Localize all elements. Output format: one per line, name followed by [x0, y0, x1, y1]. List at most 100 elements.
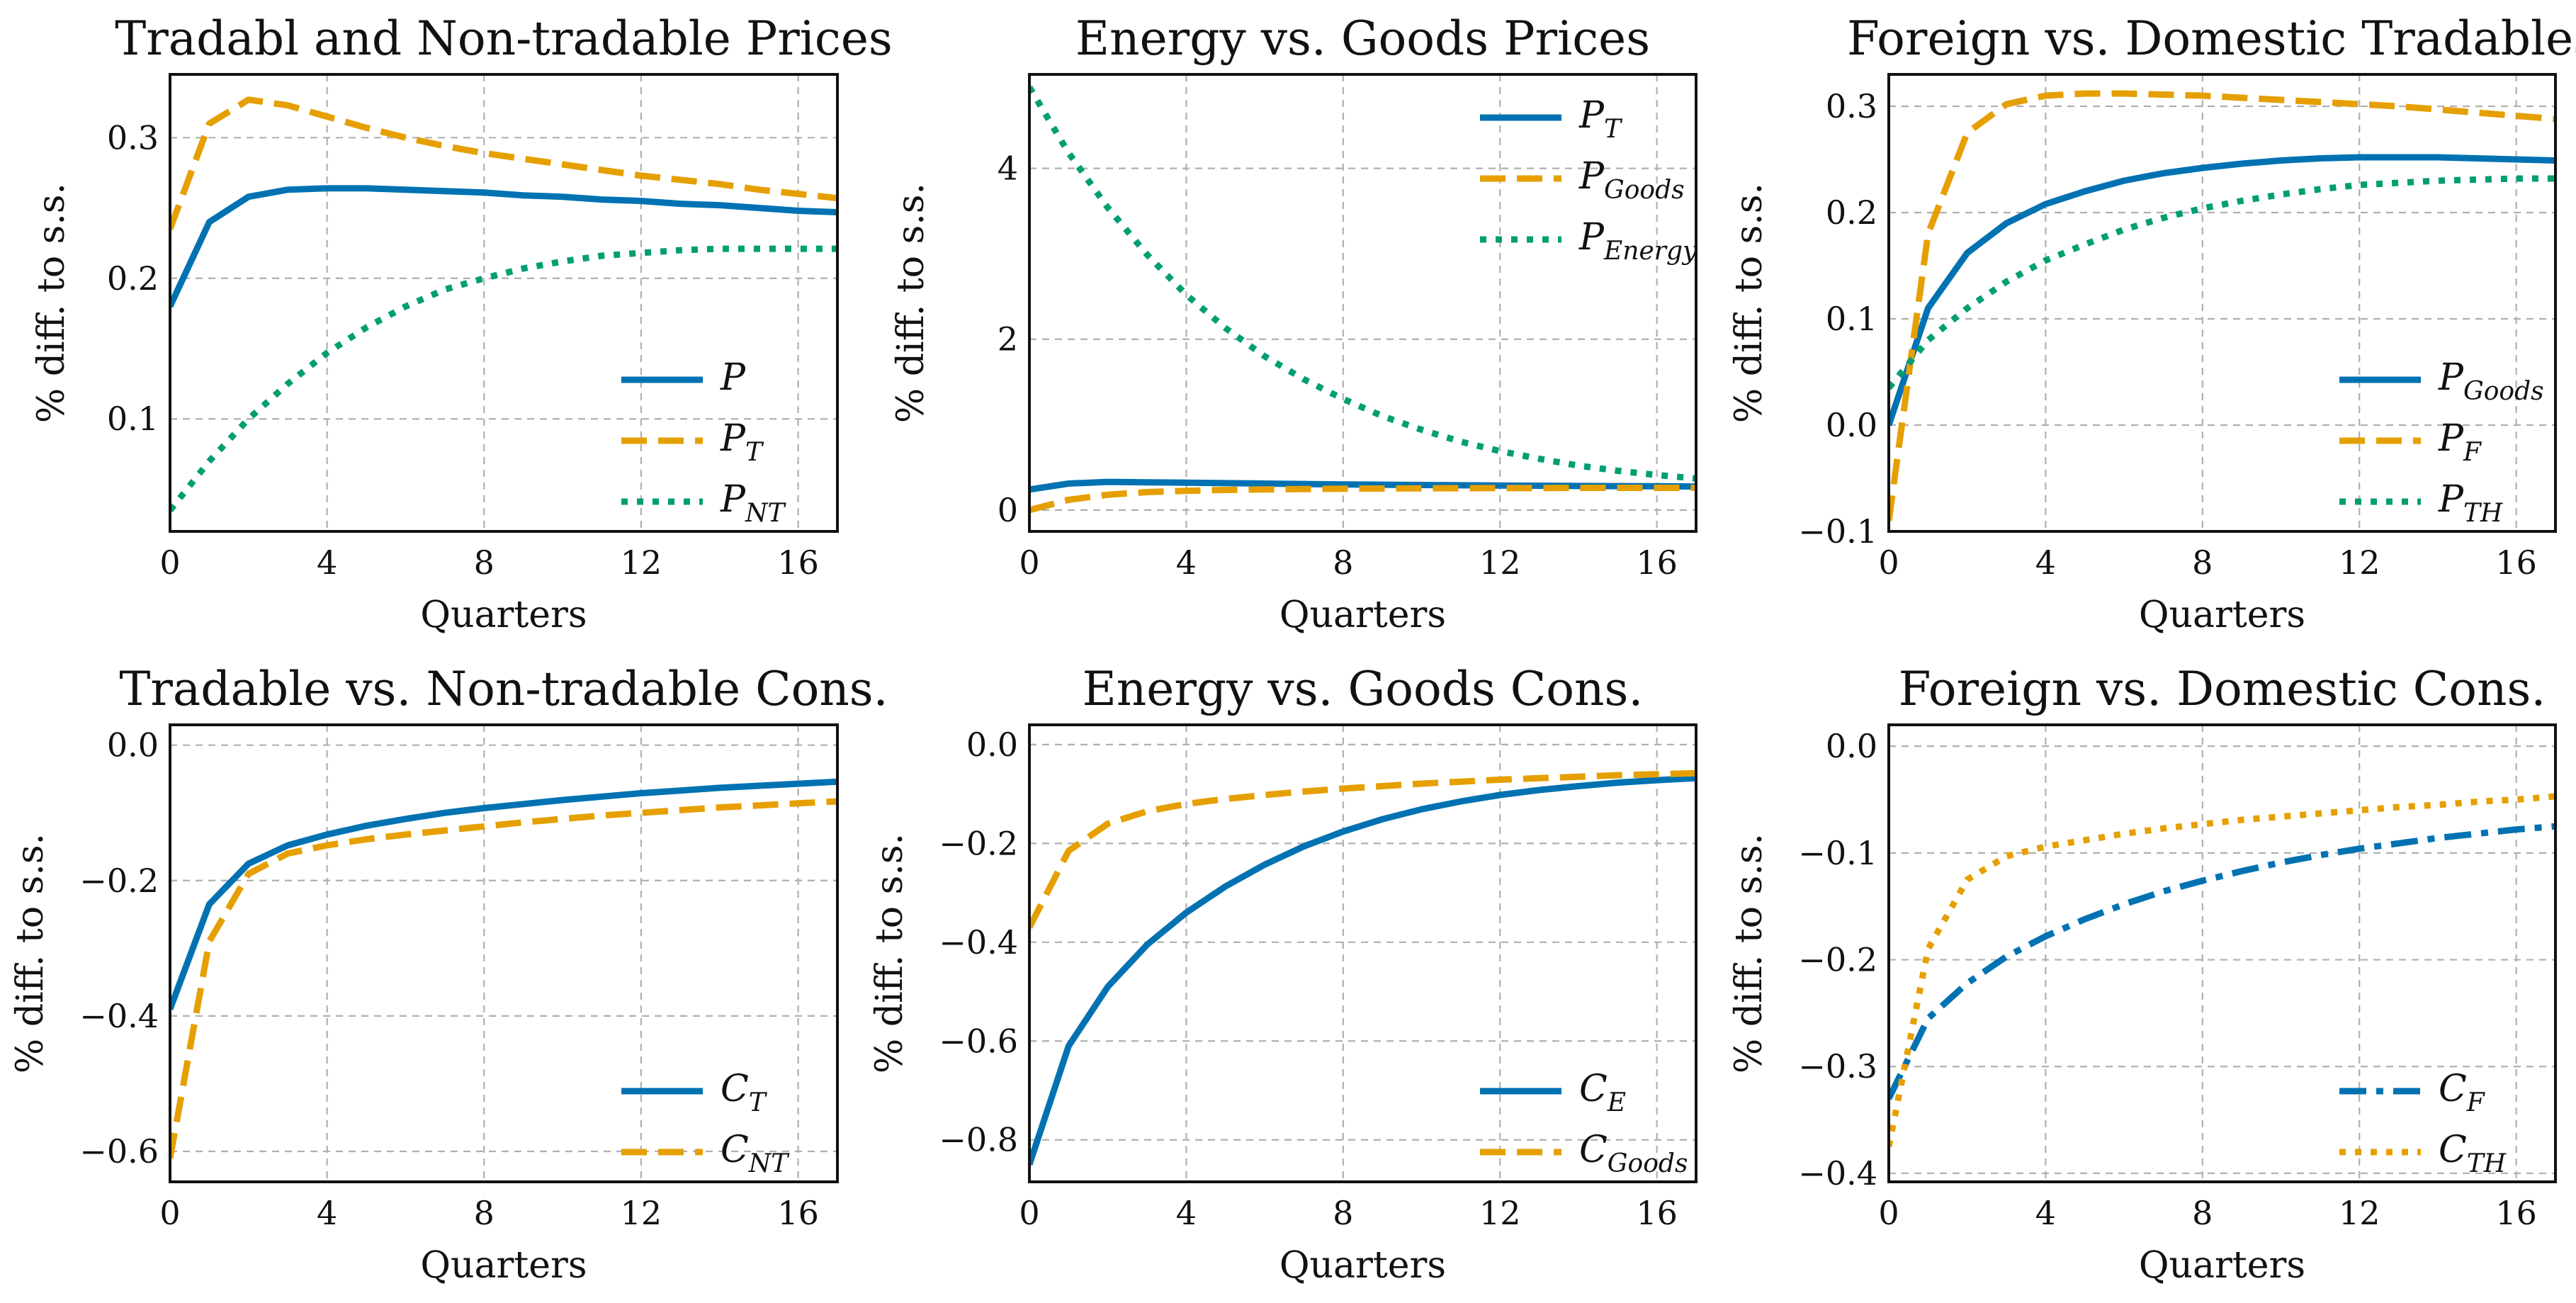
y-tick-label: 0.0	[1826, 406, 1877, 444]
y-axis-label: % diff. to s.s.	[869, 833, 911, 1073]
x-axis-label: Quarters	[420, 1244, 587, 1287]
x-tick-label: 0	[159, 543, 180, 582]
y-axis-label: % diff. to s.s.	[1728, 833, 1770, 1073]
y-tick-label: 0.3	[107, 118, 159, 157]
series-line-3	[1029, 87, 1696, 478]
chart-title: Foreign vs. Domestic Tradables	[1847, 11, 2576, 66]
legend-label-1: CE	[1579, 1068, 1626, 1117]
x-tick-label: 8	[2192, 543, 2213, 582]
x-axis-label: Quarters	[1279, 594, 1446, 636]
x-tick-label: 12	[621, 1194, 662, 1232]
legend-label-1: CF	[2439, 1068, 2486, 1117]
y-tick-label: 0.2	[1826, 193, 1877, 232]
x-axis-label: Quarters	[1279, 1244, 1446, 1287]
x-axis-label: Quarters	[2139, 594, 2305, 636]
y-tick-label: 0.0	[107, 726, 159, 765]
legend: PGoods PF PTH	[2339, 356, 2544, 528]
y-tick-label: −0.3	[1798, 1047, 1877, 1085]
legend-label-2: CNT	[721, 1129, 790, 1178]
plot-frame	[1029, 725, 1696, 1182]
legend-label-2: CGoods	[1579, 1129, 1688, 1178]
x-tick-label: 8	[1333, 1194, 1353, 1232]
y-tick-label: 0.3	[1826, 87, 1877, 125]
y-tick-label: 0	[998, 491, 1018, 529]
x-tick-label: 0	[1878, 543, 1899, 582]
x-tick-label: 16	[1636, 1194, 1678, 1232]
x-tick-label: 12	[2339, 543, 2380, 582]
x-tick-label: 0	[1019, 1194, 1039, 1232]
x-tick-label: 0	[1878, 1194, 1899, 1232]
x-axis-label: Quarters	[420, 594, 587, 636]
chart-title: Energy vs. Goods Prices	[1075, 11, 1650, 66]
plot-frame	[170, 74, 837, 531]
panel-3: 0 4 8 12 16 −0.1 0.0 0.1 0.2 0.3 Foreign vs. Domes…	[1728, 11, 2576, 636]
series-line-1	[1889, 826, 2555, 1098]
legend: CT CNT	[621, 1068, 790, 1178]
legend-label-3: PTH	[2438, 478, 2503, 528]
x-tick-label: 16	[2495, 543, 2537, 582]
x-tick-label: 16	[1636, 543, 1678, 582]
y-tick-label: 0.0	[1826, 727, 1877, 765]
x-tick-label: 8	[474, 1194, 495, 1232]
x-tick-label: 8	[2192, 1194, 2213, 1232]
chart-title: Foreign vs. Domestic Cons.	[1899, 662, 2546, 716]
series-line-1	[170, 782, 837, 1009]
legend-label-1: P	[720, 356, 746, 399]
series-line-2	[170, 100, 837, 230]
x-tick-label: 12	[621, 543, 662, 582]
x-tick-label: 16	[777, 1194, 819, 1232]
x-tick-label: 4	[1176, 1194, 1197, 1232]
panel-6: 0 4 8 12 16 −0.4 −0.3 −0.2 −0.1 0.0 Foreign vs. Do…	[1728, 662, 2555, 1287]
series-line-2	[1029, 488, 1696, 510]
x-tick-label: 0	[1019, 543, 1039, 582]
y-tick-label: −0.4	[79, 997, 159, 1035]
y-tick-label: −0.4	[1798, 1154, 1877, 1192]
plot-frame	[1889, 725, 2555, 1182]
plot-frame	[170, 725, 837, 1182]
series-line-1	[170, 188, 837, 307]
y-tick-label: 2	[998, 320, 1018, 359]
panel-2: 0 4 8 12 16 0 2 4 Energy vs. Goods Prices Quarter…	[890, 11, 1697, 636]
x-tick-label: 4	[2035, 1194, 2056, 1232]
legend-label-2: PGoods	[1578, 155, 1685, 205]
y-axis-label: % diff. to s.s.	[890, 183, 932, 423]
y-tick-label: −0.2	[939, 824, 1018, 862]
legend-label-1: PGoods	[2438, 356, 2544, 406]
chart-title: Tradabl and Non-tradable Prices	[115, 11, 893, 66]
panel-4: 0 4 8 12 16 −0.6 −0.4 −0.2 0.0 Tradable vs. Non-t…	[9, 662, 888, 1287]
y-axis-label: % diff. to s.s.	[1728, 183, 1770, 423]
y-tick-label: −0.1	[1798, 834, 1877, 872]
y-tick-label: 4	[998, 150, 1018, 188]
y-axis-label: % diff. to s.s.	[9, 833, 52, 1073]
x-tick-label: 4	[317, 543, 337, 582]
x-tick-label: 0	[159, 1194, 180, 1232]
legend-label-2: CTH	[2439, 1129, 2507, 1178]
x-tick-label: 4	[2035, 543, 2056, 582]
x-tick-label: 8	[474, 543, 495, 582]
x-tick-label: 12	[2339, 1194, 2380, 1232]
y-tick-label: −0.2	[1798, 941, 1877, 979]
x-tick-label: 4	[317, 1194, 337, 1232]
x-tick-label: 16	[777, 543, 819, 582]
plot-frame	[1889, 74, 2555, 531]
panel-5: 0 4 8 12 16−0.8−0.6−0.4−0.20.0Energy vs. Goo…	[869, 662, 1696, 1287]
panel-1: 0 4 8 12 16 0.1 0.2 0.3 Tradabl and Non-tradable…	[30, 11, 893, 636]
chart-title: Energy vs. Goods Cons.	[1083, 662, 1644, 716]
y-axis-label: % diff. to s.s.	[30, 183, 73, 423]
series-line-2	[1029, 773, 1696, 927]
y-tick-label: −0.1	[1798, 512, 1877, 551]
legend-label-3: PEnergy	[1578, 216, 1697, 266]
y-tick-label: −0.6	[939, 1022, 1018, 1060]
y-tick-label: −0.4	[939, 923, 1018, 961]
y-tick-label: −0.2	[79, 862, 159, 900]
legend-label-1: CT	[721, 1068, 768, 1117]
y-tick-label: 0.1	[107, 400, 159, 438]
y-tick-label: 0.2	[107, 259, 159, 298]
y-tick-label: 0.0	[966, 726, 1018, 764]
x-tick-label: 16	[2495, 1194, 2537, 1232]
legend: CF CTH	[2339, 1068, 2507, 1178]
legend-label-2: PT	[720, 417, 764, 467]
x-tick-label: 4	[1176, 543, 1197, 582]
chart-title: Tradable vs. Non-tradable Cons.	[119, 662, 888, 716]
